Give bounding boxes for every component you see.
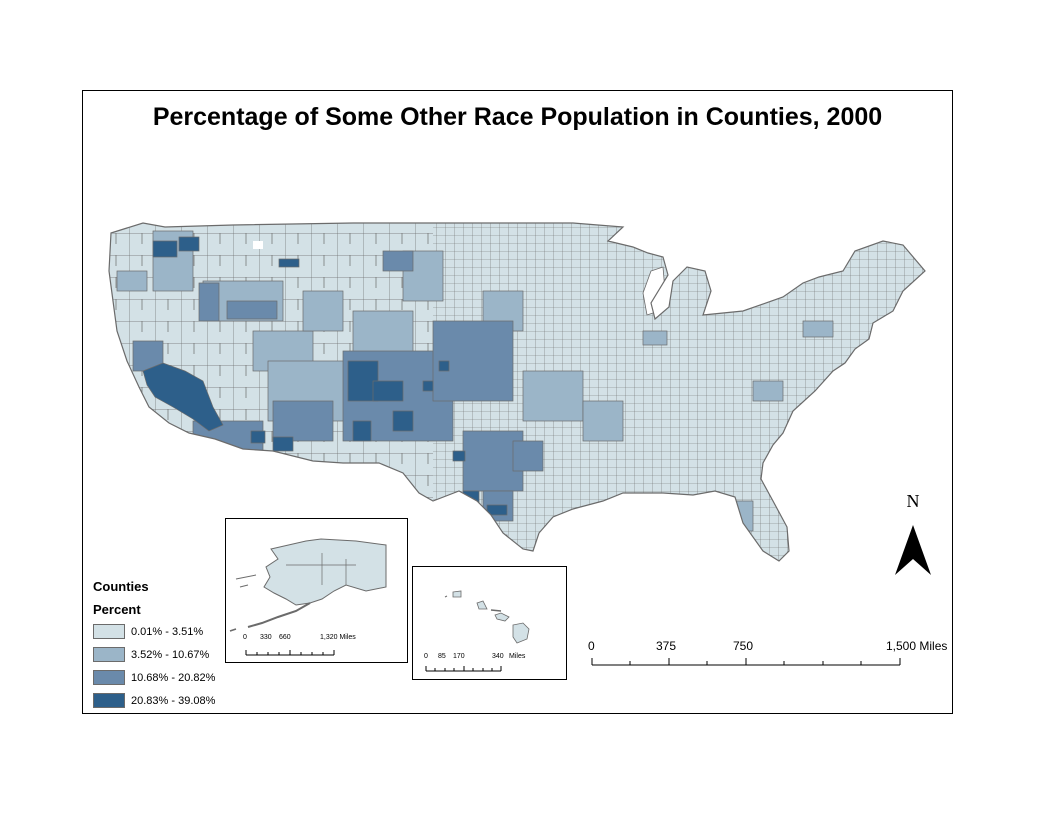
hi-scale-tick-3: 340 xyxy=(492,653,504,660)
conterminous-us-map xyxy=(108,222,926,562)
legend-layer-title: Counties xyxy=(93,579,149,594)
ak-scale-bar xyxy=(245,650,335,656)
scale-tick-750: 750 xyxy=(733,639,754,653)
map-title: Percentage of Some Other Race Population… xyxy=(152,103,883,131)
scale-tick-1500: 1,500 Miles xyxy=(886,639,948,653)
legend-class-label: 10.68% - 20.82% xyxy=(131,671,216,684)
legend-class-4: 20.83% - 39.08% xyxy=(93,692,215,709)
legend-class-1: 0.01% - 3.51% xyxy=(93,623,215,640)
scale-tick-375: 375 xyxy=(656,639,677,653)
hi-scale-bar xyxy=(425,666,502,672)
north-arrow: N xyxy=(891,491,935,581)
ak-scale-tick-0: 0 xyxy=(243,634,247,641)
map-layout-frame: Percentage of Some Other Race Population… xyxy=(82,90,953,714)
ak-scale-tick-3: 1,320 Miles xyxy=(320,634,356,641)
legend-swatch xyxy=(93,624,125,639)
north-arrow-icon xyxy=(895,525,931,575)
hi-scale-tick-0: 0 xyxy=(424,653,428,660)
legend-class-3: 10.68% - 20.82% xyxy=(93,669,215,686)
legend: Counties Percent 0.01% - 3.51% 3.52% - 1… xyxy=(93,579,215,715)
hi-scale-tick-1: 85 xyxy=(438,653,446,660)
scale-tick-0: 0 xyxy=(588,639,595,653)
main-scale-bar: 0 375 750 1,500 Miles xyxy=(586,639,956,679)
legend-field-title: Percent xyxy=(93,602,141,617)
legend-class-label: 20.83% - 39.08% xyxy=(131,694,216,707)
legend-class-2: 3.52% - 10.67% xyxy=(93,646,215,663)
legend-swatch xyxy=(93,693,125,708)
hi-scale-tick-4: Miles xyxy=(509,653,526,660)
legend-swatch xyxy=(93,647,125,662)
alaska-map xyxy=(229,538,387,632)
scale-bar-line xyxy=(591,658,901,666)
alaska-inset: 0 330 660 1,320 Miles xyxy=(225,518,408,663)
ak-scale-tick-2: 660 xyxy=(279,634,291,641)
north-label: N xyxy=(906,491,920,511)
legend-class-label: 0.01% - 3.51% xyxy=(131,625,204,638)
hi-scale-tick-2: 170 xyxy=(453,653,465,660)
hawaii-inset: 0 85 170 340 Miles xyxy=(412,566,567,680)
ak-scale-tick-1: 330 xyxy=(260,634,272,641)
hawaii-map xyxy=(444,590,530,644)
legend-swatch xyxy=(93,670,125,685)
legend-class-label: 3.52% - 10.67% xyxy=(131,648,210,661)
